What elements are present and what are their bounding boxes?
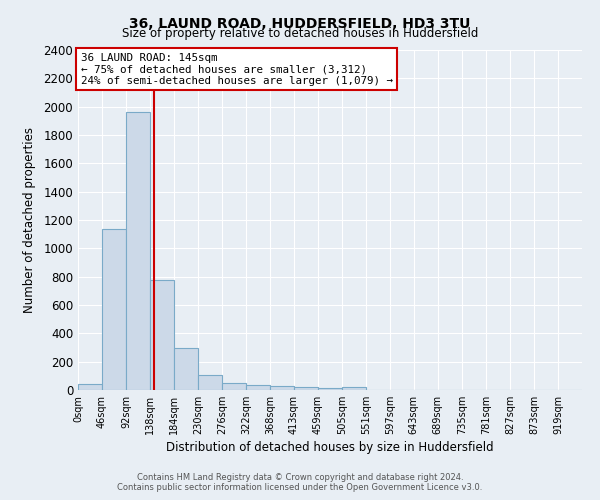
Bar	[222, 383, 246, 390]
Bar	[246, 385, 270, 390]
Bar	[342, 387, 366, 390]
Y-axis label: Number of detached properties: Number of detached properties	[23, 127, 37, 313]
Bar	[102, 228, 126, 390]
Bar	[198, 375, 222, 390]
Bar	[318, 388, 342, 390]
Text: 36, LAUND ROAD, HUDDERSFIELD, HD3 3TU: 36, LAUND ROAD, HUDDERSFIELD, HD3 3TU	[130, 18, 470, 32]
X-axis label: Distribution of detached houses by size in Huddersfield: Distribution of detached houses by size …	[166, 441, 494, 454]
Bar	[78, 384, 102, 390]
Bar	[270, 386, 294, 390]
Bar	[294, 387, 318, 390]
Bar	[150, 280, 174, 390]
Bar	[126, 112, 150, 390]
Text: 36 LAUND ROAD: 145sqm
← 75% of detached houses are smaller (3,312)
24% of semi-d: 36 LAUND ROAD: 145sqm ← 75% of detached …	[80, 53, 392, 86]
Text: Size of property relative to detached houses in Huddersfield: Size of property relative to detached ho…	[122, 28, 478, 40]
Bar	[174, 348, 198, 390]
Text: Contains HM Land Registry data © Crown copyright and database right 2024.
Contai: Contains HM Land Registry data © Crown c…	[118, 473, 482, 492]
